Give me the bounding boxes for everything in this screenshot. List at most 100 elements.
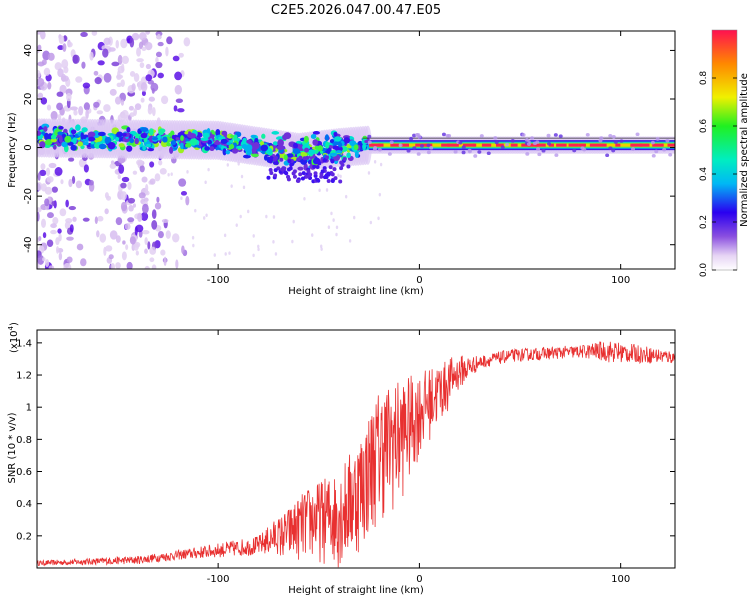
spectrogram-signal-blob xyxy=(333,131,338,137)
spectrogram-signal-blob xyxy=(412,133,417,138)
spectrogram-signal-blob xyxy=(461,145,466,150)
spectrogram-noise-blob xyxy=(159,168,167,175)
spectrogram-noise-blob xyxy=(139,165,145,173)
spectrogram-noise-blob xyxy=(48,162,57,169)
spectrogram-noise-blob xyxy=(51,201,56,207)
spectrogram-noise-blob xyxy=(121,176,130,183)
spectrogram-signal-blob xyxy=(611,148,616,153)
spectrogram-signal-blob xyxy=(225,150,231,155)
spectrogram-signal-blob xyxy=(260,144,269,152)
spectrogram-noise-blob xyxy=(101,44,110,51)
spectrogram-noise-blob xyxy=(121,251,127,261)
spectrogram-noise-blob xyxy=(83,102,90,111)
spectrogram-noise-blob xyxy=(344,194,348,199)
spectrogram-noise-blob xyxy=(155,61,163,69)
spectrogram-signal-blob xyxy=(70,144,77,151)
spectrogram-signal-blob xyxy=(493,136,498,140)
spectrogram-noise-blob xyxy=(40,163,46,170)
spectrogram-noise-blob xyxy=(131,32,140,41)
spectrogram-signal-blob xyxy=(175,137,180,141)
spectrogram-signal-blob xyxy=(284,171,289,176)
spectrogram-signal-blob xyxy=(39,141,46,149)
spectrogram-signal-blob xyxy=(273,173,278,178)
spectrogram-noise-blob xyxy=(104,192,109,199)
spectrogram-signal-blob xyxy=(650,140,655,145)
spectrogram-noise-blob xyxy=(128,105,134,111)
spectrogram-noise-blob xyxy=(186,170,189,174)
spectrogram-noise-blob xyxy=(165,230,171,239)
spectrogram-ytick-label: -40 xyxy=(23,237,34,253)
spectrogram-noise-blob xyxy=(109,88,117,96)
spectrogram-noise-blob xyxy=(180,191,188,196)
spectrogram-signal-blob xyxy=(300,176,305,181)
spectrogram-noise-blob xyxy=(135,250,139,256)
spectrogram-signal-blob xyxy=(50,134,57,140)
spectrogram-signal-blob xyxy=(467,149,472,154)
spectrogram-noise-blob xyxy=(104,208,109,215)
spectrogram-signal-blob xyxy=(322,158,327,163)
spectrogram-signal-blob xyxy=(236,145,244,149)
spectrogram-noise-blob xyxy=(180,196,183,201)
spectrogram-signal-blob xyxy=(80,132,85,140)
spectrogram-noise-blob xyxy=(37,92,44,99)
spectrogram-noise-blob xyxy=(89,51,94,61)
spectrogram-ytick-label: 40 xyxy=(23,44,34,57)
spectrogram-noise-blob xyxy=(228,251,231,255)
spectrogram-signal-blob xyxy=(605,153,610,158)
spectrogram-signal-blob xyxy=(320,169,325,174)
spectrogram-signal-blob xyxy=(289,162,294,167)
spectrogram-noise-blob xyxy=(144,41,153,51)
spectrogram-signal-blob xyxy=(307,149,316,155)
spectrogram-peak-mark xyxy=(400,143,410,147)
spectrogram-signal-blob xyxy=(37,130,42,136)
spectrogram-signal-blob xyxy=(479,134,484,138)
spectrogram-noise-blob xyxy=(68,157,75,162)
spectrogram-noise-blob xyxy=(156,33,161,40)
spectrogram-signal-blob xyxy=(332,167,337,172)
spectrogram-signal-blob xyxy=(521,133,526,137)
spectrogram-noise-blob xyxy=(120,182,127,189)
spectrogram-signal-blob xyxy=(126,126,131,133)
spectrogram-noise-blob xyxy=(121,63,125,72)
spectrogram-noise-blob xyxy=(160,249,166,256)
spectrogram-signal-blob xyxy=(335,150,343,154)
spectrogram-signal-blob xyxy=(362,143,367,151)
spectrogram-signal-blob xyxy=(44,139,53,146)
spectrogram-noise-blob xyxy=(151,264,157,269)
spectrogram-signal-blob xyxy=(90,141,95,145)
spectrogram-noise-blob xyxy=(252,253,255,258)
spectrogram-noise-blob xyxy=(158,159,163,166)
spectrogram-noise-blob xyxy=(136,159,144,166)
spectrogram-noise-blob xyxy=(55,237,60,246)
spectrogram-signal-blob xyxy=(215,128,221,137)
spectrogram-noise-blob xyxy=(47,52,55,61)
spectrogram-signal-blob xyxy=(541,148,546,153)
spectrogram-noise-blob xyxy=(239,214,242,219)
spectrogram-signal-blob xyxy=(88,136,96,142)
spectrogram-signal-blob xyxy=(537,152,542,157)
spectrogram-noise-blob xyxy=(378,192,382,197)
spectrogram-signal-blob xyxy=(286,153,294,158)
spectrogram-signal-blob xyxy=(367,134,372,139)
spectrogram-noise-blob xyxy=(373,159,377,164)
spectrogram-noise-blob xyxy=(136,58,144,63)
spectrogram-signal-blob xyxy=(251,146,257,154)
spectrogram-noise-blob xyxy=(54,62,62,71)
spectrogram-noise-blob xyxy=(235,223,238,227)
spectrogram-noise-blob xyxy=(226,163,229,167)
spectrogram-signal-blob xyxy=(536,147,541,151)
spectrogram-signal-blob xyxy=(339,166,344,171)
spectrogram-peak-mark xyxy=(462,143,475,147)
spectrogram-noise-blob xyxy=(137,212,143,222)
spectrogram-noise-blob xyxy=(141,203,149,214)
snr-ylabel: SNR (10 * v/v) xyxy=(7,412,18,483)
spectrogram-noise-blob xyxy=(129,236,136,245)
spectrogram-signal-blob xyxy=(77,141,83,147)
spectrogram-signal-blob xyxy=(346,152,351,159)
svg-text:(x104): (x104) xyxy=(7,322,20,353)
spectrogram-noise-blob xyxy=(46,212,54,219)
spectrogram-noise-blob xyxy=(145,74,153,82)
spectrogram-noise-blob xyxy=(325,188,329,192)
colorbar: 0.0 0.2 0.4 0.6 0.8 Normalized spectral ampl… xyxy=(699,29,750,277)
spectrogram-noise-blob xyxy=(41,218,47,228)
